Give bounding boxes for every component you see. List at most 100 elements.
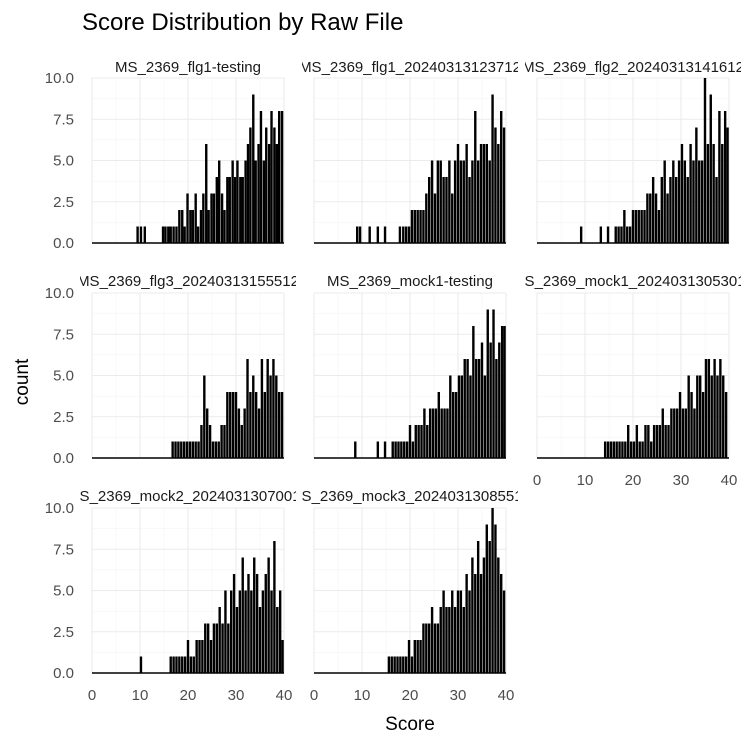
histogram-bar: [261, 590, 265, 673]
facet-strip-label: MS_2369_flg2_20240313141612: [522, 59, 744, 76]
histogram-bar: [655, 425, 659, 458]
histogram-bar: [422, 623, 425, 673]
facet-strip-label: MS_2369_flg1_20240313123712: [299, 59, 521, 76]
histogram-bar: [228, 177, 231, 243]
histogram-bar: [220, 425, 223, 458]
histogram-bar: [488, 541, 491, 673]
histogram-bar: [696, 375, 699, 458]
histogram-bar: [280, 392, 284, 458]
histogram-bar: [280, 111, 284, 243]
y-tick-label: 10.0: [45, 500, 74, 517]
histogram-bar: [396, 656, 399, 673]
histogram-bar: [177, 441, 180, 458]
histogram-bar: [670, 408, 673, 458]
histogram-bar: [609, 441, 613, 458]
histogram-bar: [399, 656, 402, 673]
histogram-bar: [226, 177, 229, 243]
histogram-bar: [240, 425, 243, 458]
histogram-bar: [482, 144, 486, 243]
histogram-bar: [445, 177, 448, 243]
histogram-bar: [628, 226, 632, 243]
histogram-bar: [615, 441, 618, 458]
histogram-bar: [472, 326, 475, 458]
histogram-bar: [684, 408, 687, 458]
histogram-bar: [606, 226, 610, 243]
histogram-bar: [244, 590, 247, 673]
histogram-bar: [231, 160, 234, 243]
histogram-bar: [194, 441, 197, 458]
histogram-bar: [603, 441, 607, 458]
histogram-bar: [180, 441, 183, 458]
histogram-bar: [626, 226, 629, 243]
histogram-bar: [239, 177, 242, 243]
histogram-bar: [599, 226, 603, 243]
histogram-bar: [722, 375, 725, 458]
histogram-bar: [139, 656, 143, 673]
histogram-bar: [195, 640, 198, 673]
histogram-bar: [260, 359, 264, 458]
histogram-bar: [644, 425, 647, 458]
histogram-bar: [475, 359, 478, 458]
histogram-bar: [208, 425, 212, 458]
x-tick-label: 20: [402, 687, 419, 704]
histogram-bar: [449, 375, 452, 458]
histogram-bar: [471, 160, 474, 243]
x-tick-label: 30: [450, 687, 467, 704]
histogram-bar: [486, 309, 489, 458]
histogram-bar: [220, 193, 224, 243]
facet-panel: MS_2369_mock3_20240313085512 0 10 20 30 40: [302, 488, 518, 704]
histogram-bar: [249, 127, 252, 243]
histogram-bar: [425, 623, 428, 673]
histogram-bar: [211, 441, 215, 458]
histogram-bar: [460, 375, 464, 458]
histogram-bar: [182, 441, 186, 458]
histogram-bar: [400, 441, 403, 458]
x-tick-label: 20: [625, 472, 642, 489]
histogram-bar: [675, 177, 678, 243]
histogram-bar: [167, 226, 170, 243]
histogram-bar: [454, 392, 458, 458]
histogram-bar: [181, 656, 184, 673]
histogram-bar: [677, 160, 681, 243]
y-tick-label: 2.5: [53, 194, 74, 211]
histogram-bar: [139, 226, 143, 243]
histogram-bar: [201, 640, 204, 673]
histogram-bar: [709, 94, 712, 243]
y-axis-label: count: [12, 358, 33, 405]
histogram-bar: [215, 177, 218, 243]
histogram-bar: [707, 359, 711, 458]
y-tick-label: 7.5: [53, 111, 74, 128]
histogram-bar: [448, 160, 451, 243]
x-tick-label: 40: [276, 687, 293, 704]
histogram-bar: [647, 425, 650, 458]
histogram-bar: [175, 226, 178, 243]
histogram-bar: [197, 441, 200, 458]
histogram-bar: [161, 226, 165, 243]
histogram-bar: [206, 408, 209, 458]
histogram-bar: [422, 210, 425, 243]
histogram-bar: [172, 226, 175, 243]
histogram-bar: [410, 656, 414, 673]
histogram-bar: [641, 441, 644, 458]
y-tick-label: 10.0: [45, 70, 74, 87]
histogram-bar: [430, 160, 434, 243]
histogram-bar: [476, 160, 480, 243]
histogram-bar: [227, 623, 230, 673]
histogram-bar: [270, 111, 273, 243]
histogram-bar: [428, 177, 431, 243]
histogram-bar: [468, 177, 471, 243]
histogram-bar: [402, 656, 405, 673]
histogram-bar: [660, 177, 663, 243]
histogram-bar: [469, 375, 472, 458]
y-tick-label: 5.0: [53, 368, 74, 385]
facet-panel: MS_2369_mock2_20240313070012 0.0 2.5 5.0 7.5…: [45, 488, 296, 704]
histogram-bar: [643, 210, 646, 243]
histogram-bar: [356, 226, 359, 243]
histogram-bar: [235, 607, 239, 673]
histogram-bar: [246, 144, 250, 243]
y-tick-label: 7.5: [53, 326, 74, 343]
x-tick-label: 10: [577, 472, 594, 489]
histogram-bar: [206, 623, 210, 673]
histogram-bar: [196, 226, 200, 243]
